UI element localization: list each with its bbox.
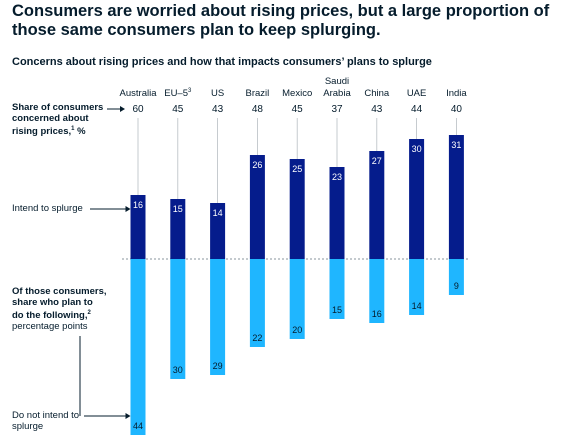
intend-bar-label: 14 — [213, 208, 223, 218]
intend-bar — [210, 203, 226, 259]
country-label: India — [446, 88, 467, 99]
country-label: China — [364, 88, 390, 99]
do-not-intend-bar — [448, 259, 464, 295]
do-not-intend-bar-label: 20 — [292, 325, 302, 335]
intend-bar-label: 31 — [451, 140, 461, 150]
do-not-intend-bar-label: 29 — [213, 361, 223, 371]
country-label: Arabia — [323, 88, 351, 99]
intend-bar — [170, 199, 186, 259]
country-label: Australia — [120, 88, 158, 99]
do-not-intend-bar-label: 16 — [372, 309, 382, 319]
do-not-intend-bar-label: 15 — [332, 305, 342, 315]
intend-bar — [369, 151, 385, 259]
intend-bar-label: 16 — [133, 200, 143, 210]
do-not-intend-bar-label: 9 — [454, 281, 459, 291]
country-label: US — [211, 88, 224, 99]
intend-bar — [448, 135, 464, 259]
intend-to-splurge-label: Intend to splurge — [12, 203, 83, 214]
do-not-intend-bar — [329, 259, 345, 319]
do-not-intend-bar — [369, 259, 385, 323]
intend-arrow-head — [125, 206, 131, 212]
intend-bar-label: 23 — [332, 172, 342, 182]
intend-bar-label: 30 — [412, 144, 422, 154]
share-concerned-value: 44 — [411, 104, 423, 115]
share-concerned-value: 60 — [132, 104, 144, 115]
intend-bar-label: 27 — [372, 156, 382, 166]
do-not-intend-bar-label: 44 — [133, 421, 143, 431]
country-label: EU–53 — [164, 88, 192, 99]
share-concerned-value: 45 — [292, 104, 304, 115]
intend-bar — [329, 167, 345, 259]
do-not-intend-bar — [210, 259, 226, 375]
intend-bar — [409, 139, 425, 259]
share-arrow-head — [120, 106, 125, 112]
do-not-intend-bar-label: 14 — [412, 301, 422, 311]
share-concerned-value: 45 — [172, 104, 184, 115]
donot-arrow-head — [125, 413, 131, 419]
share-concerned-label: Share of consumers concerned about risin… — [12, 102, 104, 138]
chart-subtitle: Concerns about rising prices and how tha… — [12, 56, 432, 68]
intend-bar-label: 26 — [252, 160, 262, 170]
intend-bar-label: 25 — [292, 164, 302, 174]
country-label-line1: Saudi — [325, 76, 349, 87]
leader-lines — [79, 106, 457, 419]
country-label: Mexico — [282, 88, 312, 99]
share-concerned-value: 43 — [371, 104, 383, 115]
share-concerned-value: 48 — [252, 104, 264, 115]
intend-bar — [249, 155, 265, 259]
do-not-intend-label: Do not intend to splurge — [12, 410, 80, 432]
share-concerned-value: 40 — [451, 104, 463, 115]
intend-bar-label: 15 — [173, 204, 183, 214]
do-not-intend-bar — [170, 259, 186, 379]
do-not-intend-bar — [289, 259, 305, 339]
do-not-intend-bar — [409, 259, 425, 315]
share-concerned-value: 37 — [331, 104, 343, 115]
intend-bar — [289, 159, 305, 259]
country-label: Brazil — [246, 88, 270, 99]
do-not-intend-bar-label: 22 — [252, 333, 262, 343]
do-not-intend-bar — [249, 259, 265, 347]
do-not-intend-bar-label: 30 — [173, 365, 183, 375]
share-concerned-value: 43 — [212, 104, 224, 115]
country-label: UAE — [407, 88, 427, 99]
chart-title: Consumers are worried about rising price… — [12, 2, 550, 39]
chart-marks: Australia 60 16 44 EU–53 45 15 30 US 43 14 29 Brazil… — [120, 76, 470, 435]
intend-bar — [130, 195, 146, 259]
of-those-consumers-label: Of those consumers, share who plan to do… — [12, 286, 107, 333]
do-not-intend-bar — [130, 259, 146, 435]
